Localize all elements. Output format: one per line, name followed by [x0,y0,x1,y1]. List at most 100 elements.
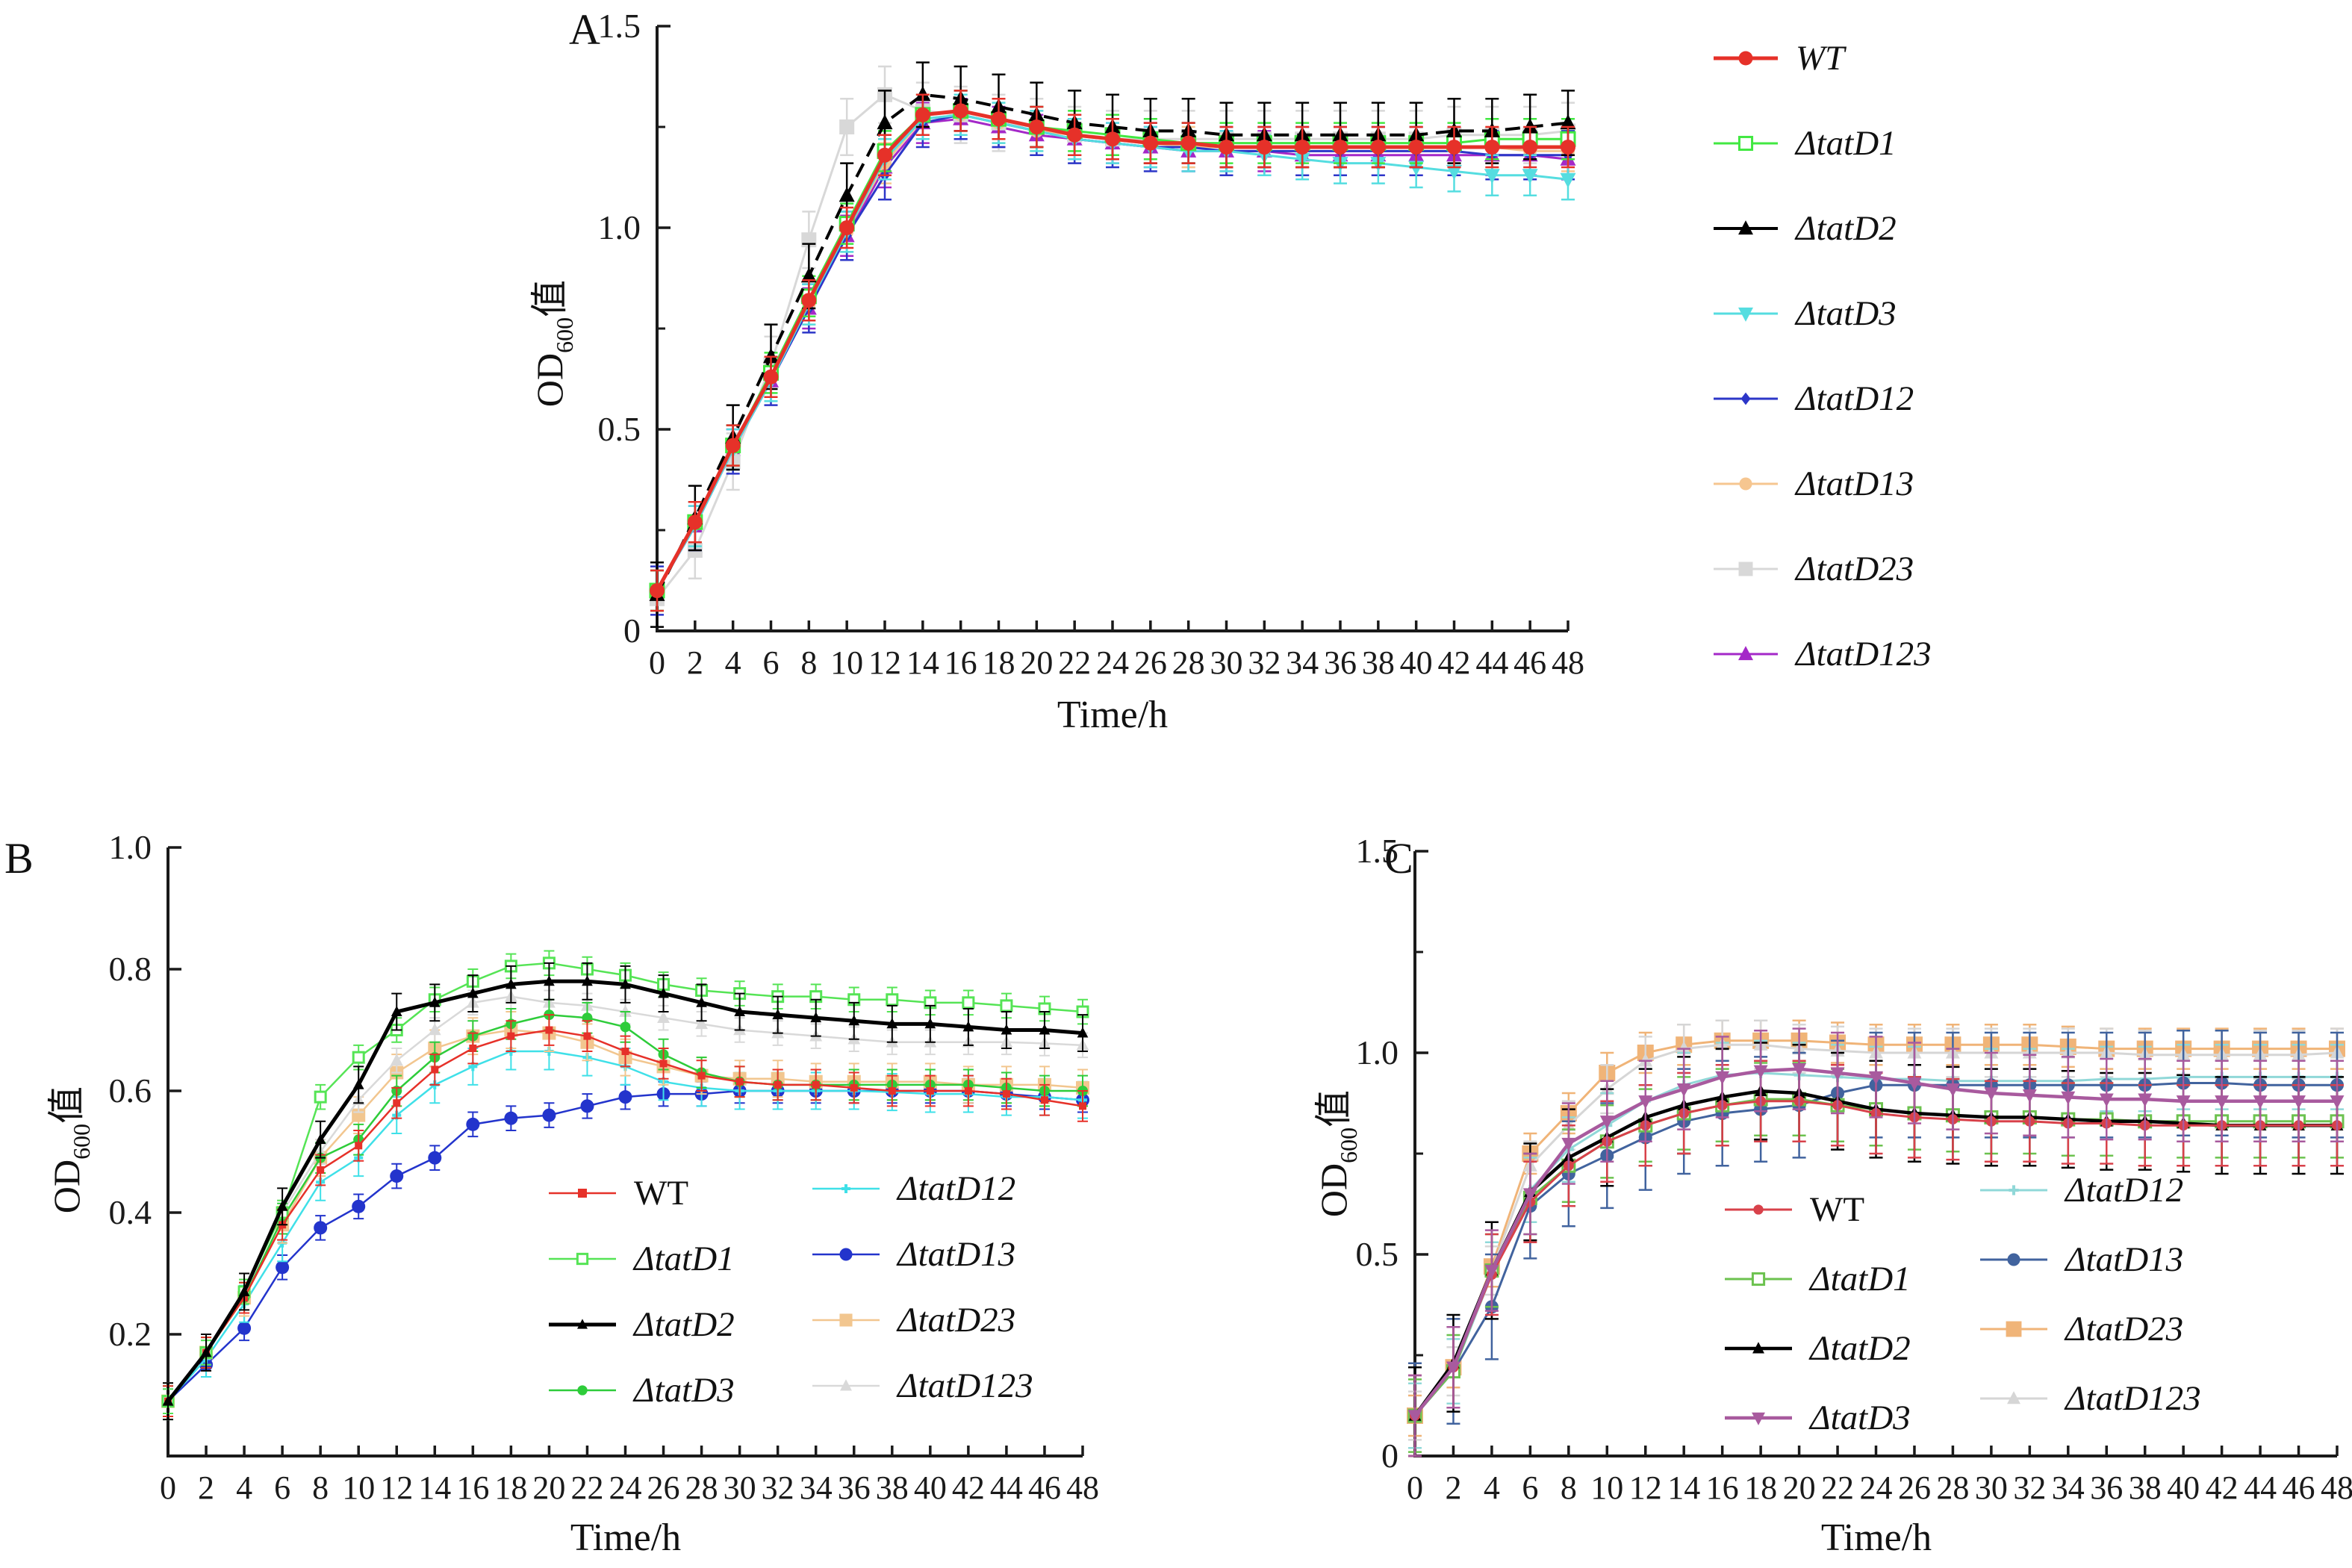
legend-item: ΔtatD23 [812,1302,1015,1338]
wt-line-marker-icon [1725,1204,1792,1215]
series-C-0 [1408,1060,2344,1457]
svg-text:16: 16 [945,644,977,681]
svg-text:0.5: 0.5 [1356,1235,1399,1273]
panel-C: 0 2 4 6 8 10 12 14 16 18 20 22 24 26 28 30 32 34 36 38 40 42 4… [1356,832,2352,1506]
legend-item: ΔtatD23 [1714,551,1914,587]
svg-text:14: 14 [1667,1469,1700,1506]
tatd23-line-marker-icon [812,1313,880,1327]
svg-text:24: 24 [1096,644,1129,681]
svg-text:2: 2 [198,1469,214,1506]
svg-text:16: 16 [1706,1469,1739,1506]
svg-text:40: 40 [2167,1469,2200,1506]
panel-a-x-axis-title: Time/h [1057,694,1169,736]
legend-item: ΔtatD2 [1714,211,1897,246]
panel-c-y-axis-title: OD600值 [1313,1089,1362,1218]
tatd2-line-marker-icon [1714,220,1778,235]
svg-text:20: 20 [532,1469,565,1506]
tatd1-line-marker-icon [1725,1272,1792,1287]
svg-text:40: 40 [914,1469,947,1506]
panel-b-label: B [4,834,34,883]
svg-text:28: 28 [1172,644,1205,681]
panel-c-label: C [1384,834,1413,883]
svg-text:24: 24 [1860,1469,1893,1506]
svg-text:32: 32 [2013,1469,2046,1506]
svg-text:32: 32 [762,1469,794,1506]
svg-text:8: 8 [1561,1469,1577,1506]
svg-text:0.2: 0.2 [109,1315,152,1353]
svg-text:0: 0 [1381,1437,1399,1475]
svg-text:10: 10 [1590,1469,1623,1506]
legend-item: ΔtatD1 [1714,125,1897,161]
svg-text:38: 38 [1362,644,1395,681]
panel-b-x-axis-title: Time/h [570,1516,682,1559]
legend-item: ΔtatD3 [1714,296,1897,332]
legend-item: ΔtatD123 [1980,1381,2201,1416]
svg-text:32: 32 [1248,644,1281,681]
svg-text:36: 36 [1324,644,1357,681]
svg-text:14: 14 [418,1469,451,1506]
svg-text:4: 4 [725,644,741,681]
svg-text:2: 2 [687,644,703,681]
svg-text:0.8: 0.8 [109,950,152,988]
tatd123-line-marker-icon [1980,1391,2047,1404]
wt-line-marker-icon [1714,51,1778,66]
svg-text:14: 14 [906,644,939,681]
legend-item: ΔtatD13 [812,1236,1015,1272]
legend-item: ΔtatD3 [549,1372,735,1408]
svg-text:26: 26 [1134,644,1167,681]
svg-text:46: 46 [1513,644,1546,681]
svg-text:16: 16 [456,1469,489,1506]
series-B-2 [162,962,1089,1421]
legend-item: ΔtatD13 [1980,1242,2183,1278]
panel-a-label: A [569,5,600,54]
legend-item: ΔtatD123 [1714,636,1932,672]
svg-text:34: 34 [2052,1469,2085,1506]
panel-a-y-axis-title: OD600值 [529,279,578,408]
svg-text:12: 12 [380,1469,413,1506]
legend-item: ΔtatD12 [1714,381,1914,417]
svg-text:0: 0 [160,1469,176,1506]
series-A-5 [650,93,1575,612]
svg-text:10: 10 [830,644,863,681]
legend-item: ΔtatD2 [1725,1331,1911,1366]
svg-text:30: 30 [1975,1469,2008,1506]
svg-text:6: 6 [1522,1469,1538,1506]
svg-text:46: 46 [1028,1469,1061,1506]
svg-text:36: 36 [838,1469,871,1506]
svg-text:18: 18 [494,1469,527,1506]
panel-B: 0 2 4 6 8 10 12 14 16 18 20 22 24 26 28 30 32 34 36 38 40 42 4… [109,828,1100,1506]
svg-text:0: 0 [623,612,641,650]
svg-text:22: 22 [1058,644,1091,681]
series-A-0 [650,90,1575,612]
tatd13-line-marker-icon [812,1248,880,1261]
tatd23-line-marker-icon [1714,561,1778,576]
svg-text:22: 22 [1821,1469,1854,1506]
svg-text:1.0: 1.0 [1356,1033,1399,1071]
svg-text:18: 18 [1744,1469,1777,1506]
svg-text:26: 26 [1898,1469,1931,1506]
series-A-3 [649,93,1576,612]
legend-item: ΔtatD13 [1714,466,1914,502]
legend-item: WT [549,1175,688,1211]
tatd3-line-marker-icon [1725,1412,1792,1425]
svg-text:20: 20 [1020,644,1053,681]
svg-text:0: 0 [649,644,665,681]
legend-item: ΔtatD3 [1725,1400,1911,1436]
svg-text:46: 46 [2283,1469,2315,1506]
svg-text:18: 18 [983,644,1015,681]
legend-item: ΔtatD123 [812,1368,1033,1404]
svg-text:0.5: 0.5 [598,410,641,448]
legend-item: ΔtatD1 [549,1241,735,1277]
legend-item: ΔtatD12 [1980,1172,2183,1208]
panel-c-x-axis-title: Time/h [1820,1516,1932,1559]
svg-text:28: 28 [1936,1469,1969,1506]
svg-text:44: 44 [990,1469,1023,1506]
svg-text:1.0: 1.0 [598,208,641,246]
svg-text:44: 44 [2244,1469,2277,1506]
svg-text:42: 42 [1438,644,1471,681]
svg-text:1.5: 1.5 [1356,832,1399,870]
legend-item: ΔtatD12 [812,1171,1015,1207]
svg-text:0: 0 [1407,1469,1423,1506]
